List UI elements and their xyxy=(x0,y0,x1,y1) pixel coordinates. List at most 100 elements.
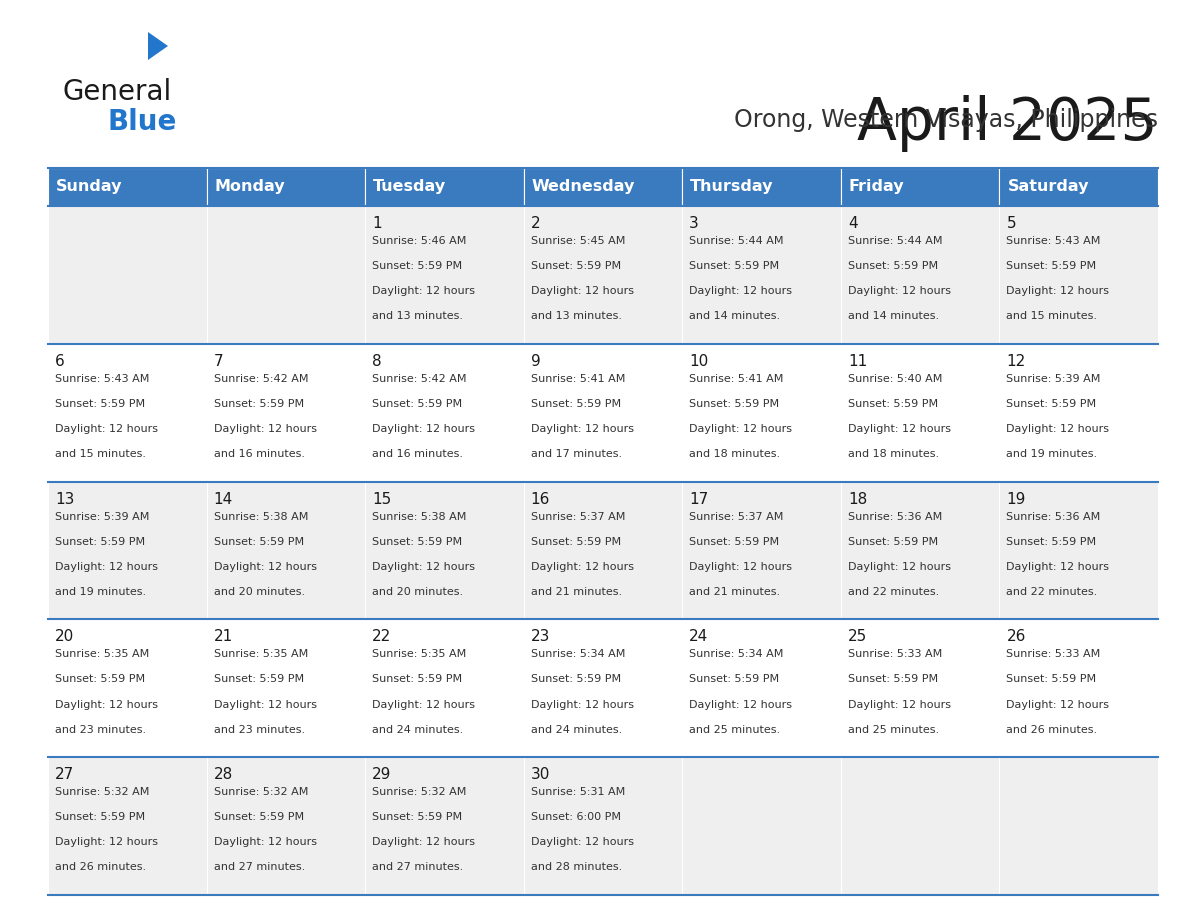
Text: General: General xyxy=(62,78,171,106)
Text: Sunset: 5:59 PM: Sunset: 5:59 PM xyxy=(214,537,304,546)
Text: Daylight: 12 hours: Daylight: 12 hours xyxy=(55,562,158,572)
Text: Sunrise: 5:35 AM: Sunrise: 5:35 AM xyxy=(372,649,467,659)
Text: Daylight: 12 hours: Daylight: 12 hours xyxy=(531,424,633,434)
Text: Sunset: 5:59 PM: Sunset: 5:59 PM xyxy=(372,812,462,823)
Text: and 21 minutes.: and 21 minutes. xyxy=(531,587,621,597)
Text: and 25 minutes.: and 25 minutes. xyxy=(848,724,939,734)
Bar xyxy=(682,344,841,482)
Text: Daylight: 12 hours: Daylight: 12 hours xyxy=(372,837,475,847)
Text: Daylight: 12 hours: Daylight: 12 hours xyxy=(214,700,316,710)
Text: Sunrise: 5:46 AM: Sunrise: 5:46 AM xyxy=(372,236,467,246)
Text: Sunset: 5:59 PM: Sunset: 5:59 PM xyxy=(1006,398,1097,409)
Text: 8: 8 xyxy=(372,353,381,369)
Text: Tuesday: Tuesday xyxy=(373,180,447,195)
Text: Sunset: 5:59 PM: Sunset: 5:59 PM xyxy=(214,398,304,409)
Text: 16: 16 xyxy=(531,492,550,507)
Text: Sunrise: 5:45 AM: Sunrise: 5:45 AM xyxy=(531,236,625,246)
Text: Sunrise: 5:42 AM: Sunrise: 5:42 AM xyxy=(214,374,308,384)
Text: 29: 29 xyxy=(372,767,392,782)
Text: April 2025: April 2025 xyxy=(858,95,1158,152)
Text: Daylight: 12 hours: Daylight: 12 hours xyxy=(848,700,950,710)
Text: Orong, Western Visayas, Philippines: Orong, Western Visayas, Philippines xyxy=(734,108,1158,132)
Text: Sunrise: 5:32 AM: Sunrise: 5:32 AM xyxy=(372,788,467,797)
Text: Sunset: 5:59 PM: Sunset: 5:59 PM xyxy=(689,675,779,685)
Text: and 15 minutes.: and 15 minutes. xyxy=(1006,311,1098,321)
Text: Daylight: 12 hours: Daylight: 12 hours xyxy=(531,286,633,297)
Text: Blue: Blue xyxy=(108,108,177,136)
Text: 6: 6 xyxy=(55,353,65,369)
Text: and 20 minutes.: and 20 minutes. xyxy=(214,587,304,597)
Text: and 16 minutes.: and 16 minutes. xyxy=(372,449,463,459)
Text: Sunrise: 5:35 AM: Sunrise: 5:35 AM xyxy=(55,649,150,659)
Text: Sunrise: 5:34 AM: Sunrise: 5:34 AM xyxy=(531,649,625,659)
Bar xyxy=(682,168,841,206)
Bar xyxy=(999,344,1158,482)
Text: Sunrise: 5:42 AM: Sunrise: 5:42 AM xyxy=(372,374,467,384)
Text: 14: 14 xyxy=(214,492,233,507)
Text: Sunrise: 5:32 AM: Sunrise: 5:32 AM xyxy=(214,788,308,797)
Bar xyxy=(48,482,207,620)
Bar xyxy=(999,206,1158,344)
Bar xyxy=(524,344,682,482)
Text: Sunrise: 5:35 AM: Sunrise: 5:35 AM xyxy=(214,649,308,659)
Text: 17: 17 xyxy=(689,492,708,507)
Text: Daylight: 12 hours: Daylight: 12 hours xyxy=(372,562,475,572)
Bar xyxy=(524,757,682,895)
Text: and 18 minutes.: and 18 minutes. xyxy=(848,449,939,459)
Text: Sunrise: 5:36 AM: Sunrise: 5:36 AM xyxy=(848,511,942,521)
Bar xyxy=(682,757,841,895)
Text: and 16 minutes.: and 16 minutes. xyxy=(214,449,304,459)
Text: Sunset: 5:59 PM: Sunset: 5:59 PM xyxy=(1006,675,1097,685)
Text: Sunday: Sunday xyxy=(56,180,122,195)
Text: Sunrise: 5:38 AM: Sunrise: 5:38 AM xyxy=(214,511,308,521)
Text: 12: 12 xyxy=(1006,353,1025,369)
Bar xyxy=(207,168,365,206)
Text: Daylight: 12 hours: Daylight: 12 hours xyxy=(372,700,475,710)
Text: 20: 20 xyxy=(55,630,74,644)
Text: Sunrise: 5:33 AM: Sunrise: 5:33 AM xyxy=(1006,649,1100,659)
Text: Sunrise: 5:37 AM: Sunrise: 5:37 AM xyxy=(531,511,625,521)
Bar xyxy=(48,344,207,482)
Text: Daylight: 12 hours: Daylight: 12 hours xyxy=(55,837,158,847)
Text: Daylight: 12 hours: Daylight: 12 hours xyxy=(531,837,633,847)
Text: Daylight: 12 hours: Daylight: 12 hours xyxy=(689,562,792,572)
Text: Sunset: 5:59 PM: Sunset: 5:59 PM xyxy=(531,398,621,409)
Text: and 13 minutes.: and 13 minutes. xyxy=(372,311,463,321)
Text: Sunrise: 5:41 AM: Sunrise: 5:41 AM xyxy=(531,374,625,384)
Text: Sunset: 5:59 PM: Sunset: 5:59 PM xyxy=(372,537,462,546)
Text: Daylight: 12 hours: Daylight: 12 hours xyxy=(214,424,316,434)
Text: 7: 7 xyxy=(214,353,223,369)
Text: 5: 5 xyxy=(1006,216,1016,231)
Text: Sunrise: 5:39 AM: Sunrise: 5:39 AM xyxy=(1006,374,1101,384)
Bar xyxy=(682,206,841,344)
Bar xyxy=(841,620,999,757)
Text: Wednesday: Wednesday xyxy=(532,180,636,195)
Text: Daylight: 12 hours: Daylight: 12 hours xyxy=(531,700,633,710)
Text: and 23 minutes.: and 23 minutes. xyxy=(214,724,304,734)
Text: 21: 21 xyxy=(214,630,233,644)
Text: Sunrise: 5:44 AM: Sunrise: 5:44 AM xyxy=(689,236,784,246)
Text: 11: 11 xyxy=(848,353,867,369)
Text: Sunset: 6:00 PM: Sunset: 6:00 PM xyxy=(531,812,620,823)
Text: Daylight: 12 hours: Daylight: 12 hours xyxy=(848,424,950,434)
Text: Daylight: 12 hours: Daylight: 12 hours xyxy=(55,700,158,710)
Text: Sunset: 5:59 PM: Sunset: 5:59 PM xyxy=(531,537,621,546)
Text: and 24 minutes.: and 24 minutes. xyxy=(372,724,463,734)
Text: Sunrise: 5:39 AM: Sunrise: 5:39 AM xyxy=(55,511,150,521)
Bar xyxy=(207,757,365,895)
Text: Daylight: 12 hours: Daylight: 12 hours xyxy=(848,562,950,572)
Text: and 26 minutes.: and 26 minutes. xyxy=(1006,724,1098,734)
Text: and 27 minutes.: and 27 minutes. xyxy=(372,862,463,872)
Text: 19: 19 xyxy=(1006,492,1025,507)
Text: Sunset: 5:59 PM: Sunset: 5:59 PM xyxy=(848,537,939,546)
Text: Sunset: 5:59 PM: Sunset: 5:59 PM xyxy=(55,812,145,823)
Text: and 22 minutes.: and 22 minutes. xyxy=(848,587,939,597)
Text: Sunrise: 5:32 AM: Sunrise: 5:32 AM xyxy=(55,788,150,797)
Bar xyxy=(841,482,999,620)
Bar xyxy=(999,482,1158,620)
Text: 2: 2 xyxy=(531,216,541,231)
Text: and 14 minutes.: and 14 minutes. xyxy=(848,311,939,321)
Bar xyxy=(524,620,682,757)
Bar xyxy=(207,620,365,757)
Text: 15: 15 xyxy=(372,492,391,507)
